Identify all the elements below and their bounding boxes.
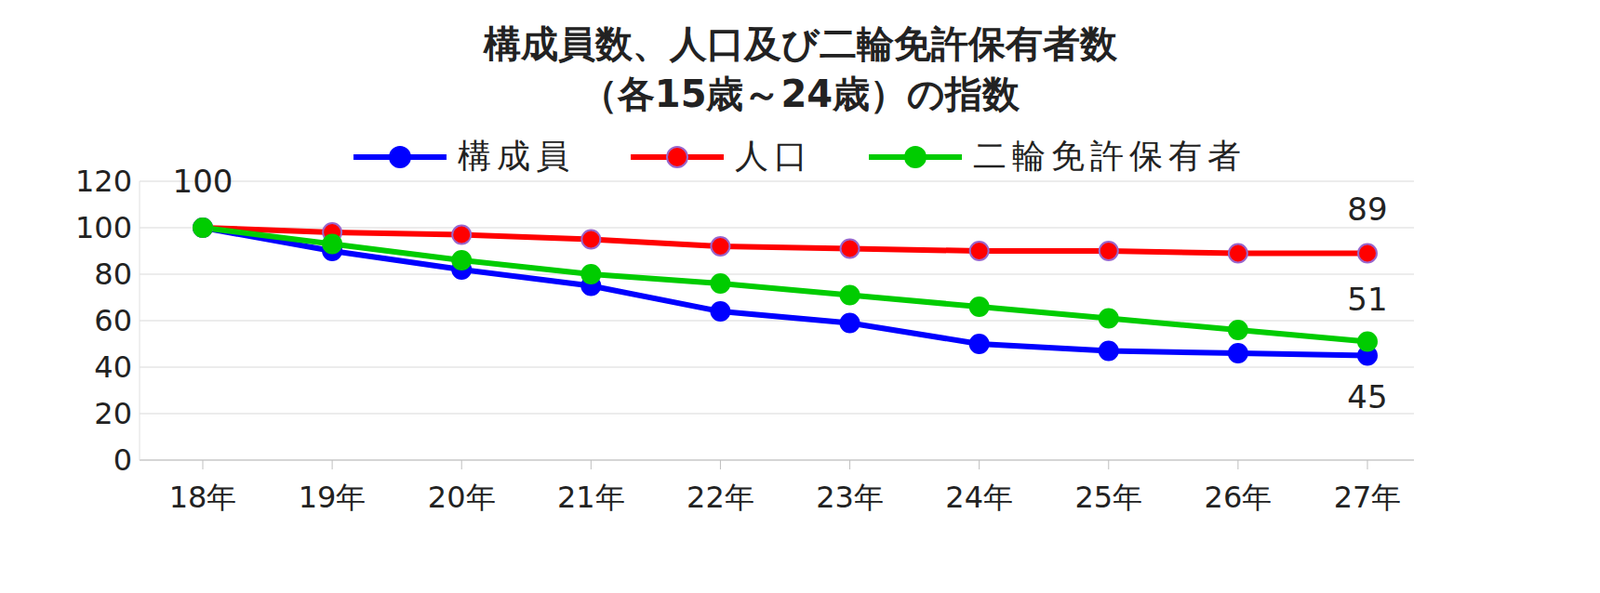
svg-text:45: 45 (1346, 378, 1387, 416)
svg-text:80: 80 (93, 256, 133, 293)
svg-text:22年: 22年 (686, 480, 755, 516)
svg-text:21年: 21年 (557, 480, 626, 516)
html-text:構成員: 構成員 (457, 136, 575, 175)
svg-text:19年: 19年 (298, 480, 367, 516)
svg-text:25年: 25年 (1074, 480, 1143, 516)
svg-text:120: 120 (75, 163, 133, 200)
svg-text:20年: 20年 (427, 480, 496, 516)
svg-text:60: 60 (93, 303, 133, 339)
svg-text:51: 51 (1346, 280, 1387, 319)
html-text:構成員数、人口及び二輪免許保有者数: 構成員数、人口及び二輪免許保有者数 (483, 22, 1117, 66)
svg-text:26年: 26年 (1204, 480, 1273, 516)
svg-text:0: 0 (113, 442, 133, 479)
svg-text:24年: 24年 (945, 480, 1014, 516)
html-text:（各15歳～24歳）の指数: （各15歳～24歳）の指数 (580, 72, 1020, 116)
svg-text:100: 100 (75, 210, 133, 246)
svg-text:100: 100 (173, 162, 234, 200)
html-text:二輪免許保有者: 二輪免許保有者 (973, 136, 1247, 175)
svg-text:18年: 18年 (169, 480, 238, 516)
svg-text:40: 40 (93, 349, 133, 386)
svg-text:27年: 27年 (1333, 480, 1402, 516)
svg-text:89: 89 (1346, 190, 1387, 228)
svg-text:23年: 23年 (815, 480, 884, 516)
svg-text:20: 20 (93, 396, 133, 432)
html-text:人口: 人口 (734, 136, 814, 175)
